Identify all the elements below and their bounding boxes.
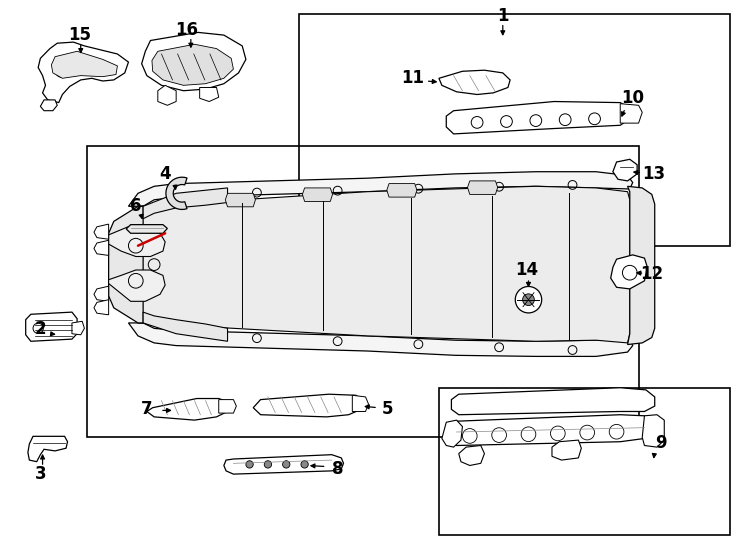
Circle shape <box>264 461 272 468</box>
Polygon shape <box>158 85 176 105</box>
Text: 14: 14 <box>515 261 539 279</box>
Circle shape <box>492 428 506 442</box>
Polygon shape <box>109 226 165 256</box>
Polygon shape <box>302 188 333 201</box>
Polygon shape <box>138 186 630 343</box>
Polygon shape <box>94 286 109 301</box>
Bar <box>439 388 730 535</box>
Polygon shape <box>128 323 633 356</box>
Circle shape <box>609 424 624 439</box>
Polygon shape <box>468 181 498 194</box>
Polygon shape <box>352 395 368 411</box>
Polygon shape <box>166 177 187 210</box>
Polygon shape <box>642 415 664 447</box>
Polygon shape <box>28 436 68 462</box>
Text: 9: 9 <box>655 434 666 452</box>
Polygon shape <box>128 172 633 206</box>
Text: 1: 1 <box>497 7 509 25</box>
Circle shape <box>246 461 253 468</box>
Polygon shape <box>613 159 637 181</box>
Polygon shape <box>109 206 143 323</box>
Text: 4: 4 <box>159 165 171 183</box>
Circle shape <box>521 427 536 442</box>
Text: 13: 13 <box>642 165 665 183</box>
Polygon shape <box>143 312 228 341</box>
Text: 16: 16 <box>175 21 199 39</box>
Polygon shape <box>147 399 229 420</box>
Text: 12: 12 <box>640 265 664 284</box>
Polygon shape <box>152 44 233 85</box>
Polygon shape <box>446 102 630 134</box>
Bar <box>299 14 730 246</box>
Polygon shape <box>387 184 417 197</box>
Text: 8: 8 <box>332 460 344 478</box>
Polygon shape <box>439 70 510 94</box>
Polygon shape <box>51 51 117 78</box>
Polygon shape <box>552 440 581 460</box>
Polygon shape <box>126 225 167 233</box>
Circle shape <box>580 425 595 440</box>
Text: 6: 6 <box>130 197 142 215</box>
Polygon shape <box>26 312 77 341</box>
Circle shape <box>523 294 534 306</box>
Circle shape <box>462 429 477 443</box>
Polygon shape <box>143 188 228 219</box>
Polygon shape <box>253 394 363 417</box>
Polygon shape <box>611 255 647 289</box>
Text: 10: 10 <box>621 89 644 107</box>
Polygon shape <box>200 87 219 102</box>
Polygon shape <box>451 388 655 415</box>
Text: 2: 2 <box>34 320 46 339</box>
Polygon shape <box>94 300 109 315</box>
Circle shape <box>301 461 308 468</box>
Polygon shape <box>628 186 655 345</box>
Polygon shape <box>72 321 84 335</box>
Polygon shape <box>38 42 128 103</box>
Polygon shape <box>40 100 57 111</box>
Text: 5: 5 <box>382 400 393 418</box>
Polygon shape <box>620 104 642 123</box>
Polygon shape <box>225 193 255 207</box>
Polygon shape <box>142 32 246 91</box>
Polygon shape <box>109 270 165 301</box>
Polygon shape <box>224 455 344 474</box>
Text: 15: 15 <box>68 26 91 44</box>
Text: 11: 11 <box>401 69 424 87</box>
Text: 3: 3 <box>34 465 46 483</box>
Polygon shape <box>219 400 236 413</box>
Polygon shape <box>446 415 655 446</box>
Polygon shape <box>94 240 109 255</box>
Circle shape <box>550 426 565 441</box>
Polygon shape <box>442 420 462 447</box>
Bar <box>87 146 639 437</box>
Polygon shape <box>459 446 484 465</box>
Circle shape <box>283 461 290 468</box>
Circle shape <box>515 287 542 313</box>
Text: 7: 7 <box>141 400 153 418</box>
Polygon shape <box>94 224 109 239</box>
